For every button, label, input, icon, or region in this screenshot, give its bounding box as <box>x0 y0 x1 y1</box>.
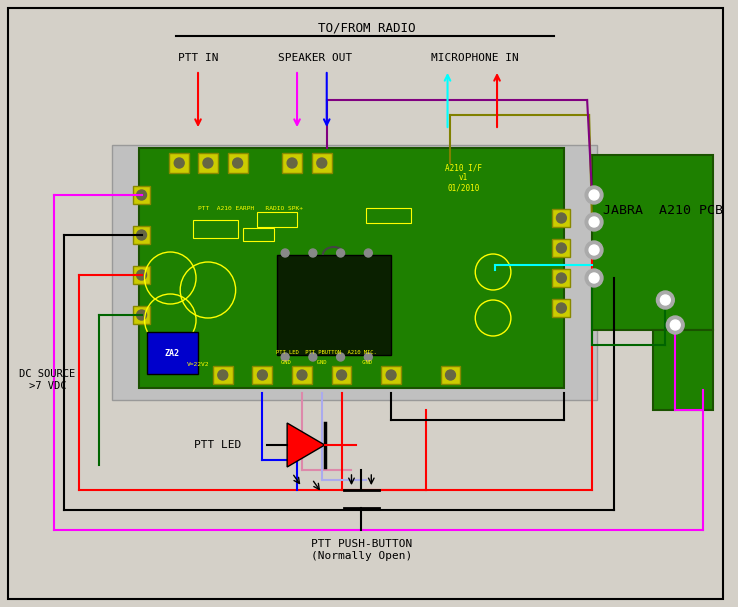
Text: PTT  A210 EARPH   RADIO SPK+: PTT A210 EARPH RADIO SPK+ <box>198 206 303 211</box>
Circle shape <box>281 353 289 361</box>
Polygon shape <box>287 423 325 467</box>
Bar <box>147 332 198 374</box>
Bar <box>553 269 570 287</box>
Bar <box>198 153 218 173</box>
Circle shape <box>589 273 599 283</box>
Circle shape <box>365 353 372 361</box>
Bar <box>366 208 411 223</box>
Circle shape <box>137 230 147 240</box>
Circle shape <box>337 353 345 361</box>
Bar <box>243 228 275 241</box>
Bar <box>553 299 570 317</box>
Circle shape <box>258 370 267 380</box>
Circle shape <box>589 245 599 255</box>
Bar <box>282 153 302 173</box>
Bar <box>169 153 189 173</box>
Bar <box>133 186 151 204</box>
Circle shape <box>317 158 327 168</box>
Text: 01/2010: 01/2010 <box>447 183 480 192</box>
Bar <box>653 330 713 410</box>
Circle shape <box>556 213 566 223</box>
Bar <box>441 366 461 384</box>
Bar <box>133 226 151 244</box>
Bar <box>228 153 247 173</box>
Circle shape <box>585 241 603 259</box>
Circle shape <box>585 213 603 231</box>
Circle shape <box>589 190 599 200</box>
Circle shape <box>297 370 307 380</box>
Circle shape <box>337 370 347 380</box>
Circle shape <box>670 320 680 330</box>
Bar <box>292 366 312 384</box>
Circle shape <box>309 249 317 257</box>
Circle shape <box>203 158 213 168</box>
Text: PTT LED  PTT PBUTTON  A210 MIC.: PTT LED PTT PBUTTON A210 MIC. <box>276 350 377 354</box>
Bar <box>139 148 565 388</box>
Circle shape <box>137 190 147 200</box>
Circle shape <box>666 316 684 334</box>
Text: V=22V2: V=22V2 <box>187 362 210 367</box>
Circle shape <box>287 158 297 168</box>
Circle shape <box>589 217 599 227</box>
Text: TO/FROM RADIO: TO/FROM RADIO <box>317 21 415 35</box>
Circle shape <box>309 353 317 361</box>
Circle shape <box>661 295 670 305</box>
Bar <box>112 145 597 400</box>
Bar <box>592 155 713 330</box>
Circle shape <box>365 249 372 257</box>
Text: PTT IN: PTT IN <box>178 53 218 63</box>
Circle shape <box>585 269 603 287</box>
Circle shape <box>386 370 396 380</box>
Text: v1: v1 <box>459 174 468 183</box>
Bar <box>193 220 238 238</box>
Bar <box>258 212 297 227</box>
Circle shape <box>281 249 289 257</box>
Circle shape <box>218 370 228 380</box>
Bar <box>133 266 151 284</box>
Bar <box>553 209 570 227</box>
Circle shape <box>556 273 566 283</box>
Bar <box>312 153 331 173</box>
Circle shape <box>137 270 147 280</box>
Bar <box>133 306 151 324</box>
Bar <box>213 366 232 384</box>
Text: MICROPHONE IN: MICROPHONE IN <box>432 53 519 63</box>
Text: PTT PUSH-BUTTON
(Normally Open): PTT PUSH-BUTTON (Normally Open) <box>311 539 412 561</box>
Circle shape <box>174 158 184 168</box>
Bar <box>553 239 570 257</box>
Circle shape <box>232 158 243 168</box>
Bar <box>331 366 351 384</box>
Circle shape <box>656 291 675 309</box>
Text: DC SOURCE
>7 VDC: DC SOURCE >7 VDC <box>19 369 76 391</box>
Circle shape <box>556 243 566 253</box>
Text: PTT LED: PTT LED <box>194 440 241 450</box>
Text: GND        GND           GND: GND GND GND <box>281 359 372 364</box>
Bar <box>252 366 272 384</box>
Circle shape <box>556 303 566 313</box>
Circle shape <box>137 310 147 320</box>
Circle shape <box>337 249 345 257</box>
Bar <box>277 255 391 355</box>
Text: JABRA  A210 PCB: JABRA A210 PCB <box>604 203 723 217</box>
Bar <box>382 366 401 384</box>
Text: ZA2: ZA2 <box>165 348 180 358</box>
Circle shape <box>585 186 603 204</box>
Circle shape <box>446 370 455 380</box>
Text: SPEAKER OUT: SPEAKER OUT <box>277 53 352 63</box>
Text: A210 I/F: A210 I/F <box>445 163 482 172</box>
